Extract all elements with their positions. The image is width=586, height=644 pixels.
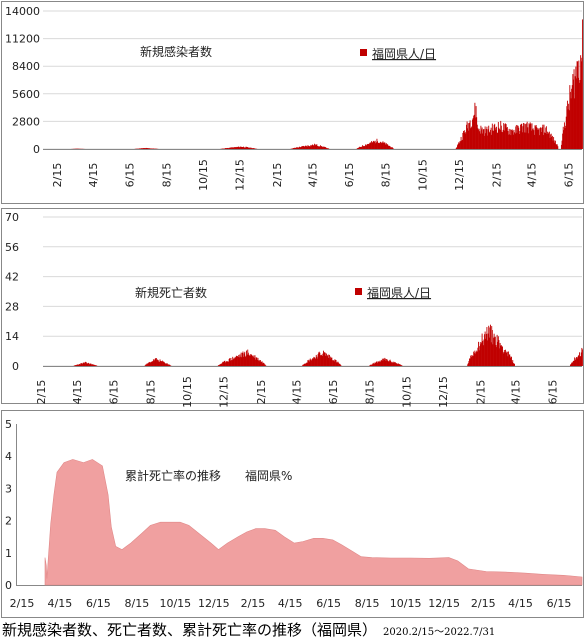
footer-title: 新規感染者数、死亡者数、累計死亡率の推移（福岡県） <box>2 621 377 639</box>
y-tick-label: 5600 <box>12 88 40 101</box>
x-tick-label: 6/15 <box>316 597 341 610</box>
legend-swatch <box>355 288 362 295</box>
chart-panel-3: 0 1 2 3 4 5 2/15 4/15 6/15 8/15 10/15 12/15 2/15 4/15… <box>2 411 584 618</box>
x-tick-label: 2/15 <box>490 163 503 188</box>
x-tick-label: 4/15 <box>508 597 533 610</box>
bar <box>393 148 394 149</box>
x-tick-label: 12/15 <box>234 159 247 191</box>
chart-title: 累計死亡率の推移 福岡県% <box>125 468 292 483</box>
x-tick-label: 8/15 <box>364 380 377 405</box>
chart-panel-2: 0 14 28 42 56 70 2/15 4/15 6/15 8/15 10/15 12/15 2/1… <box>2 209 584 408</box>
chart-title: 新規死亡者数 <box>135 285 207 300</box>
x-tick-label: 4/15 <box>526 163 539 188</box>
y-tick-label: 42 <box>5 271 19 284</box>
bar <box>340 365 341 366</box>
x-tick-label: 4/15 <box>306 163 319 188</box>
y-tick-label: 5 <box>5 418 12 431</box>
chart-panel-1: 0 2800 5600 8400 11200 14000 2/15 4/15 6/15 8/15 1… <box>2 2 584 204</box>
bar <box>557 146 558 149</box>
x-tick-label: 10/15 <box>400 376 413 408</box>
x-tick-label: 2/15 <box>255 380 268 405</box>
x-tick-label: 10/15 <box>159 597 191 610</box>
x-tick-label: 6/15 <box>546 380 559 405</box>
y-tick-label: 70 <box>5 211 19 224</box>
x-tick-label: 2/15 <box>10 597 35 610</box>
x-tick-label: 2/15 <box>474 380 487 405</box>
y-tick-label: 2 <box>5 515 12 528</box>
x-tick-label: 4/15 <box>48 597 73 610</box>
x-tick-label: 10/15 <box>181 376 194 408</box>
y-tick-label: 2800 <box>12 115 40 128</box>
x-tick-label: 2/15 <box>51 163 64 188</box>
x-tick-label: 2/15 <box>471 597 496 610</box>
x-tick-label: 12/15 <box>218 376 231 408</box>
x-tick-label: 12/15 <box>198 597 230 610</box>
x-tick-label: 6/15 <box>547 597 572 610</box>
y-tick-label: 4 <box>5 450 12 463</box>
x-tick-label: 4/15 <box>71 380 84 405</box>
x-tick-label: 8/15 <box>124 597 149 610</box>
x-tick-label: 8/15 <box>144 380 157 405</box>
y-tick-label: 56 <box>5 241 19 254</box>
x-tick-label: 6/15 <box>86 597 111 610</box>
x-tick-label: 8/15 <box>160 163 173 188</box>
y-tick-label: 11200 <box>5 33 40 46</box>
x-tick-label: 10/15 <box>197 159 210 191</box>
x-tick-label: 12/15 <box>428 597 460 610</box>
y-tick-label: 0 <box>5 579 12 592</box>
x-tick-label: 6/15 <box>108 380 121 405</box>
x-tick-label: 12/15 <box>453 159 466 191</box>
x-tick-label: 6/15 <box>327 380 340 405</box>
x-tick-label: 4/15 <box>87 163 100 188</box>
bar <box>582 19 583 149</box>
x-tick-label: 4/15 <box>290 380 303 405</box>
legend-label: 福岡県人/日 <box>367 285 431 300</box>
y-tick-label: 8400 <box>12 60 40 73</box>
chart-title: 新規感染者数 <box>140 44 212 59</box>
bar <box>582 349 583 366</box>
x-tick-label: 6/15 <box>562 163 575 188</box>
y-tick-label: 3 <box>5 482 12 495</box>
x-tick-label: 8/15 <box>380 163 393 188</box>
y-tick-label: 14 <box>5 330 19 343</box>
x-tick-label: 2/15 <box>271 163 284 188</box>
x-tick-label: 2/15 <box>241 597 266 610</box>
x-tick-label: 8/15 <box>355 597 380 610</box>
x-tick-label: 2/15 <box>35 380 48 405</box>
footer-date-range: 2020.2/15～2022.7/31 <box>383 627 495 638</box>
y-tick-label: 28 <box>5 300 19 313</box>
bar <box>514 364 515 366</box>
legend-swatch <box>360 49 367 56</box>
y-tick-label: 14000 <box>5 5 40 18</box>
x-tick-label: 10/15 <box>416 159 429 191</box>
legend-label: 福岡県人/日 <box>372 46 436 61</box>
x-tick-label: 6/15 <box>343 163 356 188</box>
figure-footer: 新規感染者数、死亡者数、累計死亡率の推移（福岡県） 2020.2/15～2022.… <box>2 619 586 639</box>
bar <box>265 365 266 366</box>
y-tick-label: 0 <box>33 143 40 156</box>
y-tick-label: 0 <box>12 360 19 373</box>
x-tick-label: 4/15 <box>510 380 523 405</box>
x-tick-label: 4/15 <box>278 597 303 610</box>
y-tick-label: 1 <box>5 547 12 560</box>
x-tick-label: 6/15 <box>124 163 137 188</box>
x-tick-label: 12/15 <box>437 376 450 408</box>
x-tick-label: 10/15 <box>390 597 422 610</box>
